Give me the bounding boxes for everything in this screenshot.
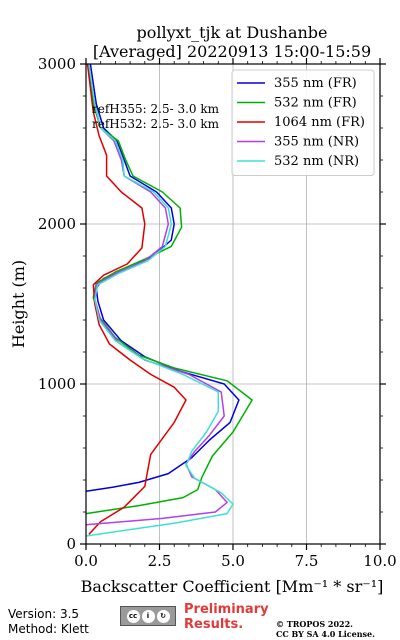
legend-label: 532 nm (FR) — [274, 96, 357, 111]
series-line-1 — [85, 63, 240, 492]
x-tick-label: 10.0 — [363, 552, 396, 570]
chart-title-line2: [Averaged] 20220913 15:00-15:59 — [93, 42, 371, 61]
method-text: Method: Klett — [8, 622, 89, 636]
copyright-line2: CC BY SA 4.0 License. — [276, 629, 375, 639]
cc-icon: cc — [126, 609, 140, 623]
preliminary-line2: Results. — [184, 617, 244, 632]
y-tick-label: 1000 — [38, 375, 76, 393]
cc-license-badge: cc i ↻ — [120, 606, 176, 626]
series-line-2 — [85, 63, 253, 515]
legend-label: 355 nm (FR) — [274, 76, 357, 91]
sa-icon: ↻ — [156, 609, 170, 623]
legend-label: 355 nm (NR) — [274, 135, 359, 150]
preliminary-results-notice: Preliminary Results. — [184, 602, 269, 632]
x-tick-label: 5.0 — [221, 552, 245, 570]
y-tick-label: 2000 — [38, 215, 76, 233]
version-text: Version: 3.5 — [8, 607, 80, 621]
copyright-notice: © TROPOS 2022. CC BY SA 4.0 License. — [276, 619, 375, 639]
backscatter-chart: pollyxt_tjk at Dushanbe [Averaged] 20220… — [9, 23, 397, 596]
annotation-refh532: refH532: 2.5- 3.0 km — [92, 117, 220, 131]
legend-box — [231, 69, 375, 176]
series-line-3 — [86, 63, 187, 535]
x-tick-label: 0.0 — [74, 552, 98, 570]
x-tick-label: 2.5 — [148, 552, 172, 570]
legend-label: 532 nm (NR) — [274, 154, 359, 169]
preliminary-line1: Preliminary — [184, 602, 269, 617]
annotation-refh355: refH355: 2.5- 3.0 km — [92, 102, 220, 116]
copyright-line1: © TROPOS 2022. — [276, 619, 353, 629]
chart-title-line1: pollyxt_tjk at Dushanbe — [136, 23, 327, 42]
x-axis-label: Backscatter Coefficient [Mm⁻¹ * sr⁻¹] — [81, 577, 384, 596]
x-tick-label: 7.5 — [295, 552, 319, 570]
by-icon: i — [141, 609, 155, 623]
y-tick-label: 0 — [66, 535, 76, 553]
series-lines — [85, 63, 253, 537]
legend-label: 1064 nm (FR) — [274, 115, 365, 130]
y-tick-label: 3000 — [38, 55, 76, 73]
series-line-5 — [85, 63, 234, 537]
axis-ticks: 0.0 2.5 5.0 7.5 10.0 0 1000 2000 3000 — [38, 55, 397, 570]
y-axis-label: Height (m) — [9, 260, 28, 348]
legend: 355 nm (FR) 532 nm (FR) 1064 nm (FR) 355 nm… — [231, 69, 375, 176]
